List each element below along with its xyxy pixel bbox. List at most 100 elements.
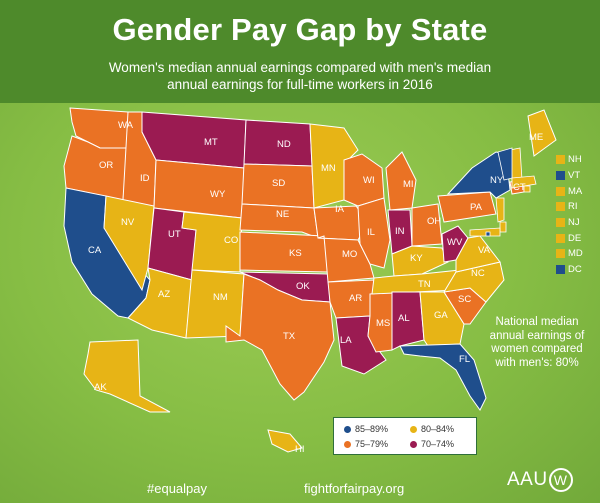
state-nv (103, 195, 155, 292)
small-state-label: RI (568, 201, 578, 213)
small-state-swatch (556, 218, 565, 228)
state-label-ca: CA (88, 245, 102, 256)
state-label-wi: WI (363, 175, 375, 186)
small-state-label: NJ (568, 217, 580, 229)
small-state-swatch (556, 249, 565, 259)
state-tx (225, 273, 335, 401)
state-label-nm: NM (213, 292, 228, 303)
state-label-ny: NY (490, 175, 504, 186)
state-label-pa: PA (470, 202, 483, 213)
state-de (499, 221, 507, 233)
legend-label: 70–74% (421, 439, 455, 449)
note-line: with men's: 80% (495, 356, 579, 369)
website-link[interactable]: fightforfairpay.org (304, 481, 405, 496)
state-label-la: LA (340, 335, 352, 346)
small-state-item: RI (556, 199, 600, 215)
small-state-swatch (556, 186, 565, 196)
state-label-ky: KY (410, 253, 423, 264)
legend-swatch (344, 440, 351, 448)
legend-label: 85–89% (355, 424, 389, 434)
state-label-ar: AR (349, 293, 362, 304)
state-hi (267, 429, 303, 453)
small-state-swatch (556, 265, 565, 275)
small-state-swatch (556, 155, 565, 165)
small-state-swatch (556, 171, 565, 181)
state-label-hi: HI (295, 444, 305, 455)
state-label-il: IL (367, 227, 375, 238)
legend-label: 80–84% (421, 424, 455, 434)
state-label-sd: SD (272, 178, 285, 189)
small-state-item: DE (556, 230, 600, 246)
small-state-label: DC (568, 264, 582, 276)
state-al (391, 291, 425, 351)
legend-item: 85–89% (344, 424, 388, 434)
hashtag-link[interactable]: #equalpay (147, 481, 207, 496)
legend-swatch (410, 425, 417, 433)
small-state-item: VT (556, 168, 600, 184)
state-va (455, 235, 501, 273)
state-label-oh: OH (427, 216, 441, 227)
state-label-va: VA (478, 245, 491, 256)
state-label-ct: CT (513, 182, 526, 193)
note-line: National median (495, 316, 579, 328)
state-dc (485, 231, 491, 237)
state-label-nd: ND (277, 139, 291, 150)
state-label-wa: WA (118, 120, 134, 131)
state-nm (185, 269, 245, 339)
note-line: women compared (491, 343, 583, 355)
state-ri (523, 185, 531, 193)
state-label-ok: OK (296, 281, 310, 292)
state-label-me: ME (529, 132, 543, 143)
state-mi (385, 151, 417, 211)
aauw-logo: AAU W (507, 468, 573, 492)
header-banner: Gender Pay Gap by State Women's median a… (0, 0, 600, 103)
state-label-tx: TX (283, 331, 296, 342)
national-median-note: National median annual earnings of women… (478, 316, 596, 370)
map-legend: 85–89% 80–84% 75–79% 70–74% (333, 417, 477, 455)
legend-swatch (344, 425, 351, 433)
state-label-mi: MI (403, 179, 414, 190)
state-pa (437, 191, 497, 223)
state-fl (399, 343, 487, 411)
state-label-ks: KS (289, 248, 302, 259)
state-label-ut: UT (168, 229, 181, 240)
legend-item: 70–74% (410, 439, 454, 449)
state-label-in: IN (395, 226, 405, 237)
small-state-item: NH (556, 152, 600, 168)
small-state-label: VT (568, 170, 581, 182)
subtitle-line-2: annual earnings for full-time workers in… (167, 77, 433, 92)
state-me (527, 109, 557, 157)
state-label-ne: NE (276, 209, 289, 220)
state-mt (141, 111, 247, 169)
subtitle-line-1: Women's median annual earnings compared … (108, 60, 492, 75)
legend-swatch (410, 440, 417, 448)
legend-label: 75–79% (355, 439, 389, 449)
state-label-ia: IA (335, 204, 345, 215)
legend-item: 75–79% (344, 439, 388, 449)
small-state-label: MA (568, 185, 583, 197)
small-state-item: MA (556, 183, 600, 199)
state-label-or: OR (99, 160, 113, 171)
state-label-az: AZ (158, 289, 170, 300)
small-state-label: NH (568, 154, 582, 166)
logo-text: AAU (507, 469, 548, 490)
small-state-item: NJ (556, 215, 600, 231)
state-label-fl: FL (459, 354, 470, 365)
state-label-mn: MN (321, 163, 336, 174)
state-md (469, 227, 501, 237)
state-label-sc: SC (458, 294, 471, 305)
state-label-mt: MT (204, 137, 218, 148)
state-label-tn: TN (418, 279, 431, 290)
state-oh (411, 203, 443, 247)
state-label-ak: AK (94, 382, 107, 393)
page-title: Gender Pay Gap by State (112, 12, 488, 47)
state-nj (495, 197, 505, 223)
state-label-nc: NC (471, 268, 485, 279)
small-state-label: MD (568, 248, 583, 260)
state-label-id: ID (140, 173, 150, 184)
legend-item: 80–84% (410, 424, 454, 434)
note-line: annual earnings of (489, 329, 585, 342)
small-state-item: DC (556, 262, 600, 278)
